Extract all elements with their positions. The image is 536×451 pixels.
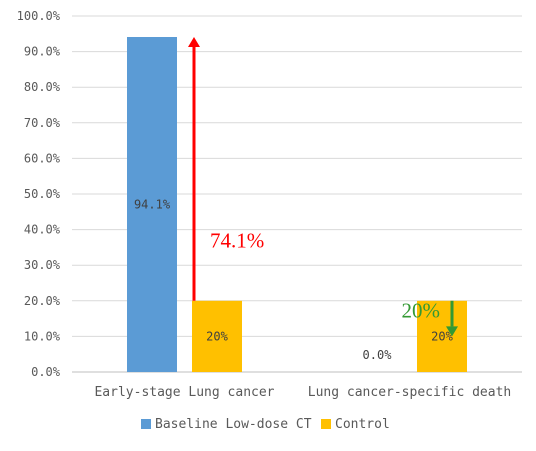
x-axis-category-labels: Early-stage Lung cancer Lung cancer-speci…	[94, 385, 511, 400]
category-label: Early-stage Lung cancer	[94, 385, 274, 400]
legend-label: Control	[335, 417, 390, 432]
y-tick-label: 0.0%	[31, 365, 61, 379]
data-label: 94.1%	[134, 198, 171, 212]
bar-control	[192, 300, 242, 372]
legend-label: Baseline Low-dose CT	[155, 417, 312, 432]
y-tick-label: 50.0%	[24, 187, 61, 201]
bars	[127, 37, 467, 373]
category-label: Lung cancer-specific death	[308, 385, 512, 400]
arrow-up-head	[188, 37, 200, 48]
legend: Baseline Low-dose CT Control	[141, 417, 390, 432]
data-label: 20%	[431, 329, 453, 343]
y-tick-label: 80.0%	[24, 80, 61, 94]
y-tick-label: 30.0%	[24, 258, 61, 272]
bar-control	[417, 300, 467, 372]
arrow-down-head	[446, 326, 458, 337]
annotation-label: 74.1%	[210, 228, 264, 252]
y-axis-tick-labels: 0.0% 10.0% 20.0% 30.0% 40.0% 50.0% 60.0% 70.0% 8…	[17, 9, 61, 379]
y-tick-label: 100.0%	[17, 9, 61, 23]
legend-swatch	[321, 419, 331, 429]
y-tick-label: 10.0%	[24, 329, 61, 343]
y-tick-label: 40.0%	[24, 223, 61, 237]
legend-swatch	[141, 419, 151, 429]
data-labels: 94.1% 20% 0.0% 20%	[134, 198, 454, 362]
data-label: 0.0%	[363, 348, 393, 362]
y-tick-label: 20.0%	[24, 294, 61, 308]
data-label: 20%	[206, 329, 228, 343]
annotation-label: 20%	[402, 298, 441, 322]
bar-baseline-low-dose-ct	[127, 37, 177, 373]
annotations: 74.1% 20%	[188, 37, 458, 337]
y-tick-label: 70.0%	[24, 116, 61, 130]
y-tick-label: 60.0%	[24, 151, 61, 165]
y-tick-label: 90.0%	[24, 45, 61, 59]
